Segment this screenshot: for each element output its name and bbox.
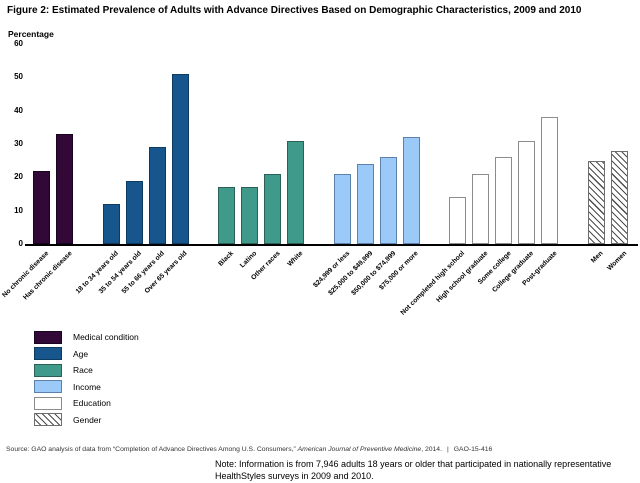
- legend-row-income: Income: [34, 380, 139, 393]
- x-axis-label-men: Men: [590, 250, 605, 265]
- y-axis-tick-label: 60: [14, 39, 23, 48]
- note-text: Note: Information is from 7,946 adults 1…: [215, 459, 612, 481]
- y-axis-tick-label: 10: [14, 205, 23, 215]
- legend-label-medical-condition: Medical condition: [73, 332, 139, 342]
- legend-row-education: Education: [34, 396, 139, 410]
- source-divider: |: [446, 446, 449, 453]
- bar-over-65-years-old: [171, 74, 189, 244]
- bar-has-chronic-disease: [56, 134, 73, 244]
- legend-swatch-medical-condition: [34, 330, 62, 344]
- bar-no-chronic-disease: [33, 170, 50, 244]
- y-axis-tick-label: 40: [14, 105, 23, 115]
- bar-high-school-graduate: [472, 174, 489, 244]
- bar-25-000-to-49-999: [356, 164, 374, 244]
- legend-label-race: Race: [73, 365, 93, 375]
- y-axis-tick-label: 0: [18, 239, 23, 248]
- bar-50-000-to-74-999: [379, 157, 397, 244]
- legend: Medical condition Age Race Income Education G…: [34, 330, 139, 430]
- bar-75-000-or-more: [402, 137, 420, 244]
- y-axis-title: Percentage: [8, 29, 54, 39]
- bar-other-races: [264, 174, 281, 244]
- report-id: GAO-15-416: [453, 446, 493, 453]
- legend-label-age: Age: [73, 348, 89, 359]
- bar-latino: [241, 187, 258, 244]
- legend-swatch-income: [34, 380, 62, 393]
- source-line: Source: GAO analysis of data from “Compl…: [6, 446, 638, 453]
- bar-white: [287, 140, 304, 244]
- bar-black: [218, 187, 235, 244]
- bar-some-college: [495, 157, 512, 244]
- bar-55-to-66-years-old: [148, 147, 166, 244]
- source-suffix: , 2014.: [421, 446, 442, 453]
- legend-label-education: Education: [73, 398, 111, 408]
- legend-row-gender: Gender: [34, 413, 139, 426]
- source-text: Source: GAO analysis of data from “Compl…: [6, 446, 298, 453]
- legend-label-income: Income: [73, 381, 101, 392]
- y-axis-tick-label: 20: [14, 172, 23, 182]
- legend-row-medical-condition: Medical condition: [34, 330, 139, 344]
- bar-not-completed-high-school: [449, 197, 466, 244]
- bar-college-graduate: [518, 140, 535, 244]
- x-axis-line: [25, 244, 638, 246]
- y-axis-tick-label: 30: [14, 139, 23, 148]
- plot-area: 0 10 20 30 40 50 60 No chronic disease Has chron…: [1, 39, 638, 317]
- legend-swatch-race: [34, 363, 62, 377]
- bar-men: [587, 160, 605, 244]
- bar-35-to-54-years-old: [125, 180, 143, 244]
- x-axis-label-black: Black: [217, 250, 236, 268]
- x-axis-label-women: Women: [605, 250, 628, 273]
- legend-swatch-education: [34, 396, 62, 410]
- legend-row-race: Race: [34, 363, 139, 377]
- figure-title: Figure 2: Estimated Prevalence of Adults…: [7, 5, 582, 16]
- bar-post-graduate: [541, 117, 558, 244]
- legend-swatch-age: [34, 347, 62, 360]
- x-axis-label-white: White: [286, 250, 305, 269]
- y-axis-tick-label: 50: [14, 72, 23, 82]
- bar-women: [610, 150, 628, 244]
- x-axis-label-over-65-years-old: Over 65 years old: [143, 250, 189, 296]
- bar-24-999-or-less: [333, 174, 351, 244]
- legend-swatch-gender: [34, 413, 62, 426]
- source-journal: American Journal of Preventive Medicine: [297, 446, 422, 453]
- legend-label-gender: Gender: [73, 414, 102, 425]
- bar-18-to-34-years-old: [102, 204, 120, 244]
- legend-row-age: Age: [34, 347, 139, 360]
- x-axis-label-latino: Latino: [239, 250, 259, 270]
